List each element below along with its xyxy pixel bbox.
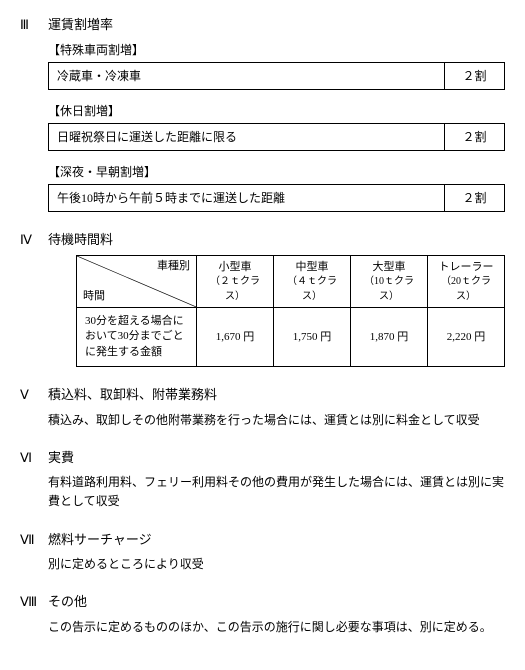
col-header: トレーラー （20ｔクラス） (428, 256, 505, 308)
rate-value: ２割 (445, 184, 505, 211)
section-header: Ⅳ 待機時間料 (20, 230, 505, 250)
col-header: 大型車 （10ｔクラス） (351, 256, 428, 308)
body-text: 別に定めるところにより収受 (48, 555, 505, 574)
fee-value: 1,870 円 (351, 307, 428, 366)
fee-value: 2,220 円 (428, 307, 505, 366)
sub-label: 【休日割増】 (48, 102, 505, 120)
rate-desc: 冷蔵車・冷凍車 (49, 62, 445, 89)
section-waiting-fee: Ⅳ 待機時間料 車種別 時間 小型車 （２ｔクラス） 中型車 （４ｔクラス） (20, 230, 505, 368)
section-loading-fees: Ⅴ 積込料、取卸料、附帯業務料 積込み、取卸しその他附帯業務を行った場合には、運… (20, 385, 505, 430)
rate-table: 冷蔵車・冷凍車 ２割 (48, 62, 505, 90)
roman-numeral: Ⅷ (20, 592, 48, 612)
rate-table: 日曜祝祭日に運送した距離に限る ２割 (48, 123, 505, 151)
sub-night-early: 【深夜・早朝割増】 午後10時から午前５時までに運送した距離 ２割 (48, 163, 505, 212)
body-text: 有料道路利用料、フェリー利用料その他の費用が発生した場合には、運賃とは別に実費と… (48, 473, 505, 511)
section-surcharge-rates: Ⅲ 運賃割増率 【特殊車両割増】 冷蔵車・冷凍車 ２割 【休日割増】 日曜祝祭日… (20, 15, 505, 212)
body-text: この告示に定めるもののほか、この告示の施行に関し必要な事項は、別に定める。 (48, 618, 505, 637)
section-header: Ⅵ 実費 (20, 448, 505, 468)
col-sub: （10ｔクラス） (364, 276, 414, 301)
section-title: 積込料、取卸料、附帯業務料 (48, 385, 217, 405)
col-sub: （４ｔクラス） (287, 276, 337, 301)
section-title: 待機時間料 (48, 230, 113, 250)
col-name: トレーラー (439, 261, 494, 273)
section-header: Ⅲ 運賃割増率 (20, 15, 505, 35)
section-header: Ⅶ 燃料サーチャージ (20, 530, 505, 550)
section-header: Ⅷ その他 (20, 592, 505, 612)
fee-value: 1,750 円 (274, 307, 351, 366)
sub-holiday: 【休日割増】 日曜祝祭日に運送した距離に限る ２割 (48, 102, 505, 151)
col-name: 小型車 (219, 261, 252, 273)
section-title: 燃料サーチャージ (48, 530, 152, 550)
diag-left-label: 時間 (83, 288, 105, 305)
col-sub: （２ｔクラス） (210, 276, 260, 301)
section-title: 実費 (48, 448, 74, 468)
rate-value: ２割 (445, 123, 505, 150)
waiting-time-table: 車種別 時間 小型車 （２ｔクラス） 中型車 （４ｔクラス） 大型車 （10ｔク… (76, 255, 505, 367)
row-label: 30分を超える場合において30分までごとに発生する金額 (77, 307, 197, 366)
rate-desc: 午後10時から午前５時までに運送した距離 (49, 184, 445, 211)
section-actual-cost: Ⅵ 実費 有料道路利用料、フェリー利用料その他の費用が発生した場合には、運賃とは… (20, 448, 505, 512)
roman-numeral: Ⅳ (20, 230, 48, 250)
section-title: その他 (48, 592, 87, 612)
roman-numeral: Ⅲ (20, 15, 48, 35)
section-title: 運賃割増率 (48, 15, 113, 35)
col-sub: （20ｔクラス） (441, 276, 491, 301)
col-header: 中型車 （４ｔクラス） (274, 256, 351, 308)
rate-desc: 日曜祝祭日に運送した距離に限る (49, 123, 445, 150)
col-name: 中型車 (296, 261, 329, 273)
roman-numeral: Ⅴ (20, 385, 48, 405)
body-text: 積込み、取卸しその他附帯業務を行った場合には、運賃とは別に料金として収受 (48, 411, 505, 430)
sub-special-vehicle: 【特殊車両割増】 冷蔵車・冷凍車 ２割 (48, 41, 505, 90)
diag-top-label: 車種別 (157, 258, 190, 275)
rate-table: 午後10時から午前５時までに運送した距離 ２割 (48, 184, 505, 212)
rate-value: ２割 (445, 62, 505, 89)
section-header: Ⅴ 積込料、取卸料、附帯業務料 (20, 385, 505, 405)
sub-label: 【特殊車両割増】 (48, 41, 505, 59)
roman-numeral: Ⅶ (20, 530, 48, 550)
roman-numeral: Ⅵ (20, 448, 48, 468)
diagonal-header: 車種別 時間 (77, 256, 197, 308)
section-other: Ⅷ その他 この告示に定めるもののほか、この告示の施行に関し必要な事項は、別に定… (20, 592, 505, 637)
col-name: 大型車 (373, 261, 406, 273)
fee-value: 1,670 円 (197, 307, 274, 366)
sub-label: 【深夜・早朝割増】 (48, 163, 505, 181)
section-fuel-surcharge: Ⅶ 燃料サーチャージ 別に定めるところにより収受 (20, 530, 505, 575)
col-header: 小型車 （２ｔクラス） (197, 256, 274, 308)
